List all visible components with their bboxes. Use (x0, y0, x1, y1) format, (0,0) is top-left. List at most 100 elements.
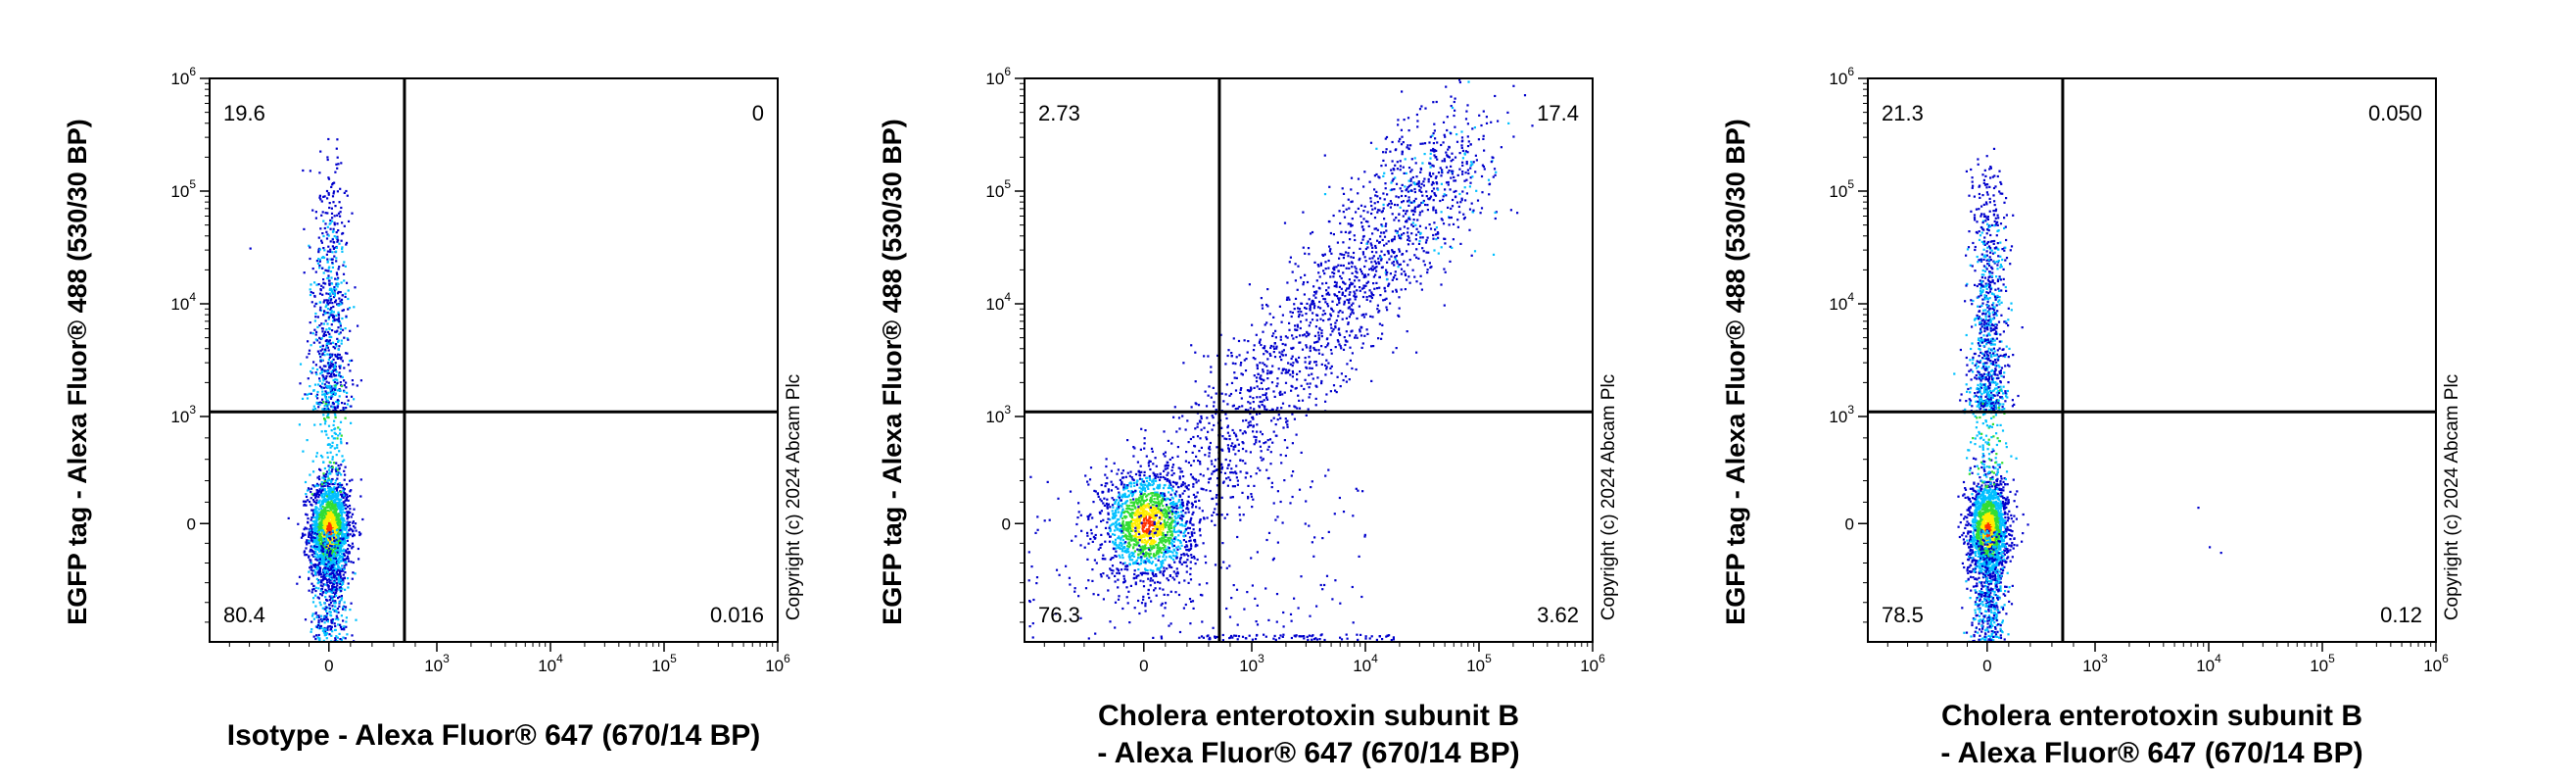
event-dot (1301, 348, 1305, 351)
event-dot (1170, 521, 1173, 524)
event-dot (322, 247, 325, 250)
event-dot (1168, 508, 1170, 511)
event-dot (334, 414, 337, 416)
event-dot (1137, 574, 1140, 577)
event-dot (327, 547, 330, 550)
event-dot (328, 327, 331, 330)
event-dot (324, 498, 327, 501)
event-dot (341, 527, 344, 530)
event-dot (336, 564, 339, 567)
event-dot (310, 566, 313, 569)
event-dot (1156, 568, 1159, 571)
event-dot (324, 516, 327, 519)
event-dot (324, 510, 328, 513)
event-dot (337, 389, 340, 392)
event-dot (338, 595, 341, 599)
event-dot (1185, 527, 1188, 531)
event-dot (1171, 554, 1174, 557)
event-dot (324, 544, 327, 547)
event-dot (1173, 511, 1176, 514)
event-dot (349, 329, 352, 332)
event-dot (1252, 357, 1255, 360)
event-dot (329, 367, 332, 369)
event-dot (1112, 522, 1115, 525)
event-dot (1142, 493, 1145, 496)
event-dot (327, 193, 330, 196)
event-dot (337, 339, 340, 342)
event-dot (319, 593, 322, 596)
event-dot (326, 504, 329, 507)
event-dot (310, 369, 312, 373)
event-dot (1136, 461, 1139, 464)
event-dot (331, 605, 334, 608)
event-dot (322, 591, 325, 594)
event-dot (1192, 528, 1195, 531)
event-dot (339, 493, 343, 496)
event-dot (321, 618, 324, 621)
event-dot (335, 250, 338, 253)
event-dot (1194, 543, 1198, 546)
event-dot (334, 300, 337, 304)
event-dot (333, 437, 336, 440)
event-dot (1448, 170, 1451, 172)
y-tick-label: 0 (187, 514, 196, 533)
event-dot (330, 362, 333, 365)
event-dot (333, 595, 336, 598)
event-dot (1144, 602, 1147, 605)
event-dot (344, 606, 348, 609)
event-dot (314, 637, 317, 641)
event-dot (340, 504, 343, 507)
event-dot (311, 520, 314, 523)
event-dot (1130, 514, 1133, 516)
event-dot (1142, 595, 1145, 598)
event-dot (356, 384, 358, 387)
event-dot (1100, 543, 1104, 546)
event-dot (328, 375, 331, 378)
event-dot (1432, 182, 1435, 185)
event-dot (329, 526, 332, 530)
event-dot (1134, 532, 1138, 535)
event-dot (331, 501, 334, 504)
event-dot (1347, 198, 1350, 201)
event-dot (331, 571, 334, 574)
event-dot (1121, 526, 1123, 529)
event-dot (322, 281, 325, 284)
event-dot (1135, 481, 1138, 484)
event-dot (1306, 302, 1309, 305)
event-dot (352, 571, 355, 574)
event-dot (306, 543, 309, 546)
event-dot (1153, 514, 1156, 516)
event-dot (313, 555, 316, 558)
event-dot (327, 538, 330, 541)
event-dot (1220, 514, 1223, 516)
event-dot (1127, 490, 1130, 493)
event-dot (329, 498, 332, 501)
event-dot (1199, 527, 1202, 531)
event-dot (312, 516, 315, 519)
event-dot (340, 521, 343, 524)
event-dot (343, 543, 346, 546)
event-dot (1113, 529, 1117, 532)
event-dot (303, 271, 306, 274)
event-dot (1188, 536, 1192, 539)
event-dot (1163, 537, 1166, 540)
event-dot (303, 551, 306, 554)
event-dot (1168, 539, 1171, 543)
event-dot (335, 318, 338, 321)
event-dot (304, 618, 308, 621)
event-dot (1154, 457, 1157, 460)
event-dot (314, 589, 317, 593)
event-dot (249, 247, 252, 250)
event-dot (1141, 483, 1144, 486)
event-dot (1134, 561, 1137, 564)
event-dot (1158, 529, 1161, 532)
event-dot (1175, 490, 1178, 493)
event-dot (1429, 166, 1432, 169)
event-dot (302, 169, 305, 172)
event-dot (1170, 557, 1173, 560)
event-dot (346, 505, 350, 509)
event-dot (333, 318, 336, 320)
event-dot (333, 292, 336, 295)
event-dot (352, 545, 355, 548)
event-dot (322, 555, 325, 558)
